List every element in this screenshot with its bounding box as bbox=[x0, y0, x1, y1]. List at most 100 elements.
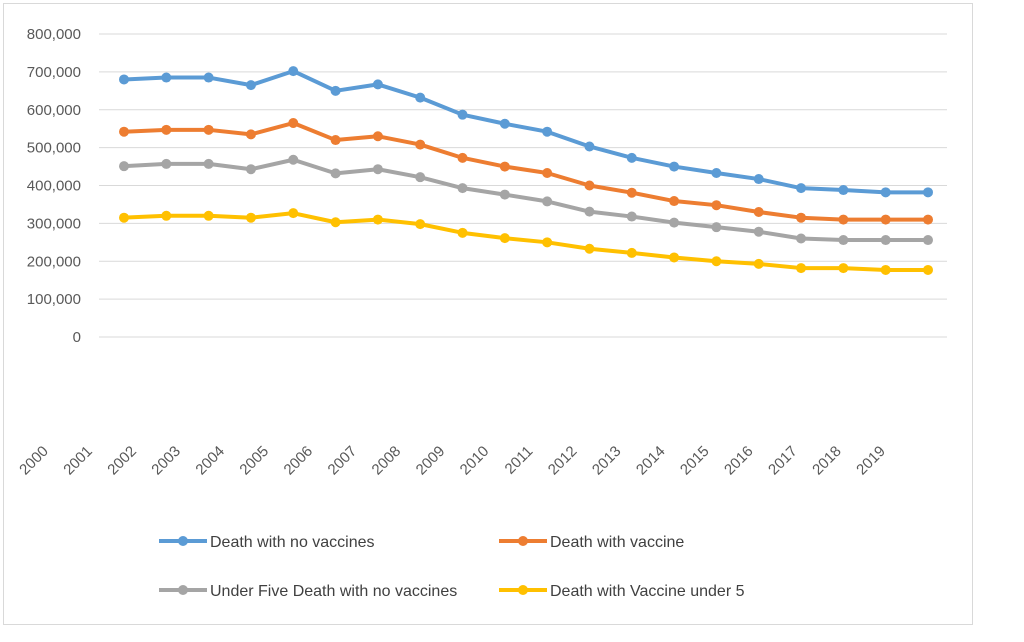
legend-item-death-with-no-vaccines: Death with no vaccines bbox=[159, 534, 375, 551]
data-point bbox=[372, 164, 383, 175]
x-tick-label: 2006 bbox=[281, 443, 317, 479]
x-tick-label: 2015 bbox=[677, 443, 713, 479]
y-axis-tick-labels: 0 100,000 200,000 300,000 400,000 500,000 600,… bbox=[27, 26, 81, 346]
data-point bbox=[880, 214, 891, 225]
series-line bbox=[122, 211, 930, 272]
data-point bbox=[457, 183, 468, 194]
data-point bbox=[372, 214, 383, 225]
data-point bbox=[415, 219, 426, 230]
x-tick-label: 2004 bbox=[192, 443, 228, 479]
data-point bbox=[626, 187, 637, 198]
series-lines bbox=[119, 66, 933, 275]
legend-item-under-five-death-with-no-vaccines: Under Five Death with no vaccines bbox=[159, 583, 457, 600]
data-point bbox=[669, 196, 680, 207]
data-point bbox=[711, 256, 722, 267]
data-point bbox=[288, 208, 299, 219]
legend-label: Under Five Death with no vaccines bbox=[210, 583, 457, 600]
data-point bbox=[457, 227, 468, 238]
data-point bbox=[245, 80, 256, 91]
data-point bbox=[669, 252, 680, 263]
data-point bbox=[499, 161, 510, 172]
data-point bbox=[203, 158, 214, 169]
series-line bbox=[122, 69, 930, 195]
data-point bbox=[542, 168, 553, 179]
data-point bbox=[669, 217, 680, 228]
x-tick-label: 2011 bbox=[502, 443, 537, 478]
x-tick-label: 2005 bbox=[236, 443, 272, 479]
x-tick-label: 2002 bbox=[104, 443, 140, 479]
y-tick-label: 700,000 bbox=[27, 64, 81, 81]
x-tick-label: 2009 bbox=[413, 443, 449, 479]
data-point bbox=[584, 243, 595, 254]
data-point bbox=[584, 206, 595, 217]
x-tick-label: 2007 bbox=[325, 443, 361, 479]
x-tick-label: 2008 bbox=[369, 443, 405, 479]
series-line bbox=[122, 157, 930, 243]
data-point bbox=[330, 135, 341, 146]
data-point bbox=[711, 222, 722, 233]
data-point bbox=[203, 124, 214, 135]
data-point bbox=[626, 247, 637, 258]
data-point bbox=[880, 187, 891, 198]
data-point bbox=[499, 233, 510, 244]
data-point bbox=[372, 79, 383, 90]
data-point bbox=[415, 172, 426, 183]
data-point bbox=[711, 200, 722, 211]
data-point bbox=[245, 212, 256, 223]
data-point bbox=[457, 109, 468, 120]
x-tick-label: 2010 bbox=[457, 443, 493, 479]
data-point bbox=[161, 210, 172, 221]
y-tick-label: 500,000 bbox=[27, 140, 81, 157]
legend-label: Death with vaccine bbox=[550, 534, 684, 551]
legend-marker bbox=[518, 536, 528, 546]
data-point bbox=[119, 126, 129, 137]
data-point bbox=[245, 164, 256, 175]
data-point bbox=[542, 237, 553, 248]
line-chart: 0 100,000 200,000 300,000 400,000 500,000 600,… bbox=[16, 26, 947, 600]
data-point bbox=[161, 124, 172, 135]
y-tick-label: 300,000 bbox=[27, 215, 81, 232]
data-point bbox=[753, 226, 764, 237]
legend-label: Death with no vaccines bbox=[210, 534, 375, 551]
x-tick-label: 2000 bbox=[16, 443, 52, 479]
x-tick-label: 2001 bbox=[60, 443, 96, 479]
x-tick-label: 2014 bbox=[633, 443, 669, 479]
x-tick-label: 2013 bbox=[589, 443, 625, 479]
x-tick-label: 2018 bbox=[809, 443, 845, 479]
y-tick-label: 600,000 bbox=[27, 102, 81, 119]
data-point bbox=[753, 207, 764, 218]
data-point bbox=[330, 217, 341, 228]
data-point bbox=[923, 264, 933, 275]
data-point bbox=[796, 212, 807, 223]
data-point bbox=[245, 129, 256, 140]
legend-marker bbox=[178, 585, 188, 595]
x-tick-label: 2012 bbox=[545, 443, 581, 479]
data-point bbox=[626, 152, 637, 163]
data-point bbox=[923, 235, 933, 246]
data-point bbox=[161, 72, 172, 83]
data-point bbox=[796, 183, 807, 194]
legend-item-death-with-vaccine-under-5: Death with Vaccine under 5 bbox=[499, 583, 745, 600]
data-point bbox=[796, 233, 807, 244]
y-tick-label: 200,000 bbox=[27, 253, 81, 270]
data-point bbox=[415, 139, 426, 150]
data-point bbox=[796, 263, 807, 274]
data-point bbox=[542, 126, 553, 137]
series-under-five-death-with-no-vaccines bbox=[119, 154, 933, 246]
x-tick-label: 2016 bbox=[721, 443, 757, 479]
data-point bbox=[711, 168, 722, 179]
data-point bbox=[542, 196, 553, 207]
data-point bbox=[415, 92, 426, 103]
legend-item-death-with-vaccine: Death with vaccine bbox=[499, 534, 684, 551]
gridlines bbox=[99, 33, 947, 338]
data-point bbox=[203, 210, 214, 221]
x-axis-tick-labels: 2000 2001 2002 2003 2004 2005 2006 2007 2008 2009… bbox=[16, 443, 889, 479]
data-point bbox=[288, 154, 299, 165]
data-point bbox=[499, 118, 510, 129]
data-point bbox=[838, 263, 849, 274]
series-death-with-vaccine bbox=[119, 118, 933, 225]
data-point bbox=[119, 212, 129, 223]
data-point bbox=[203, 72, 214, 83]
data-point bbox=[288, 118, 299, 129]
x-tick-label: 2019 bbox=[853, 443, 889, 479]
